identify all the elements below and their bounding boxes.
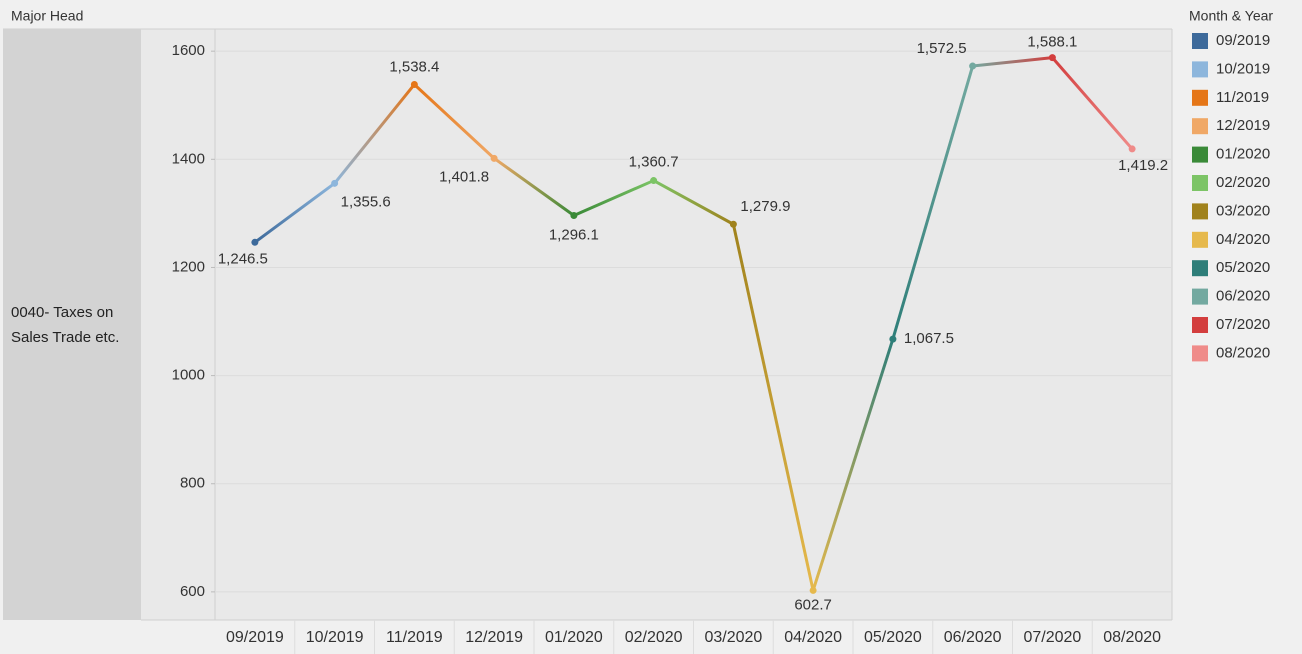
- x-tick-label: 03/2020: [704, 629, 762, 646]
- legend-label: 09/2019: [1216, 32, 1270, 49]
- line-segment: [811, 337, 895, 592]
- point: [1048, 54, 1056, 62]
- line-segment: [253, 181, 337, 244]
- line-segment: [412, 82, 496, 160]
- data-label: 1,360.7: [629, 154, 679, 171]
- x-tick-label: 04/2020: [784, 629, 842, 646]
- legend-swatch: [1192, 231, 1208, 248]
- data-label: 1,588.1: [1027, 34, 1077, 51]
- line-segment: [1050, 56, 1134, 151]
- data-label: 1,419.2: [1118, 157, 1168, 174]
- line-segment: [731, 222, 815, 592]
- line-segment: [971, 56, 1054, 68]
- point: [490, 154, 498, 162]
- data-label: 1,572.5: [917, 40, 967, 57]
- line-segment: [891, 64, 975, 341]
- data-label: 1,067.5: [904, 330, 954, 347]
- row-label: 0040- Taxes on Sales Trade etc.: [11, 303, 120, 346]
- point: [729, 220, 737, 228]
- x-tick-label: 11/2019: [386, 629, 443, 646]
- legend-label: 02/2020: [1216, 174, 1270, 191]
- data-label: 1,538.4: [389, 58, 439, 75]
- legend-swatch: [1192, 288, 1208, 305]
- y-tick-label: 800: [180, 475, 205, 492]
- point: [650, 177, 658, 185]
- point: [570, 211, 578, 219]
- legend-swatch: [1192, 345, 1208, 362]
- header-label: Major Head: [11, 8, 83, 24]
- legend-swatch: [1192, 317, 1208, 333]
- x-tick-label: 01/2020: [545, 629, 603, 646]
- legend-label: 08/2020: [1216, 344, 1270, 361]
- line-segment: [492, 156, 576, 217]
- y-tick-label: 1400: [172, 150, 205, 167]
- point: [251, 238, 259, 246]
- x-tick-label: 12/2019: [465, 629, 523, 646]
- legend-swatch: [1192, 118, 1208, 135]
- legend-swatch: [1192, 33, 1208, 49]
- legend-label: 06/2020: [1216, 288, 1270, 305]
- y-tick-label: 1200: [172, 258, 205, 275]
- data-label: 1,246.5: [218, 250, 268, 267]
- legend-swatch: [1192, 89, 1208, 106]
- x-tick-label: 09/2019: [226, 629, 284, 646]
- data-label: 1,296.1: [549, 226, 599, 243]
- x-tick-label: 05/2020: [864, 629, 922, 646]
- legend-label: 03/2020: [1216, 202, 1270, 219]
- data-label: 1,355.6: [341, 193, 391, 210]
- legend-swatch: [1192, 61, 1208, 78]
- point: [809, 586, 817, 594]
- x-tick-label: 02/2020: [625, 629, 683, 646]
- legend-label: 04/2020: [1216, 231, 1270, 248]
- y-tick-label: 1600: [172, 42, 205, 59]
- row-header: 0040- Taxes on Sales Trade etc.: [3, 29, 141, 620]
- x-tick-label: 10/2019: [306, 629, 364, 646]
- x-tick-label: 06/2020: [944, 629, 1002, 646]
- legend-label: 05/2020: [1216, 259, 1270, 276]
- point: [969, 62, 977, 70]
- plot-background: [141, 29, 1172, 620]
- line-segment: [333, 82, 416, 185]
- data-label: 1,401.8: [439, 168, 489, 185]
- line-segment: [572, 179, 656, 217]
- legend-label: 07/2020: [1216, 316, 1270, 333]
- y-tick-label: 1000: [172, 367, 205, 384]
- legend-label: 10/2019: [1216, 60, 1270, 77]
- legend-swatch: [1192, 203, 1208, 220]
- legend-label: 11/2019: [1216, 89, 1269, 106]
- legend-swatch: [1192, 260, 1208, 277]
- legend-label: 01/2020: [1216, 146, 1270, 163]
- line-segment: [652, 179, 735, 226]
- data-label: 602.7: [794, 596, 832, 613]
- point: [889, 335, 897, 343]
- y-tick-label: 600: [180, 583, 205, 600]
- x-tick-label: 08/2020: [1103, 629, 1161, 646]
- point: [1128, 145, 1136, 153]
- x-tick-label: 07/2020: [1023, 629, 1081, 646]
- data-label: 1,279.9: [740, 198, 790, 215]
- legend-swatch: [1192, 175, 1208, 191]
- point: [410, 80, 418, 88]
- legend-title: Month & Year: [1189, 8, 1273, 24]
- point: [331, 179, 339, 187]
- legend-swatch: [1192, 146, 1208, 163]
- legend-label: 12/2019: [1216, 117, 1270, 134]
